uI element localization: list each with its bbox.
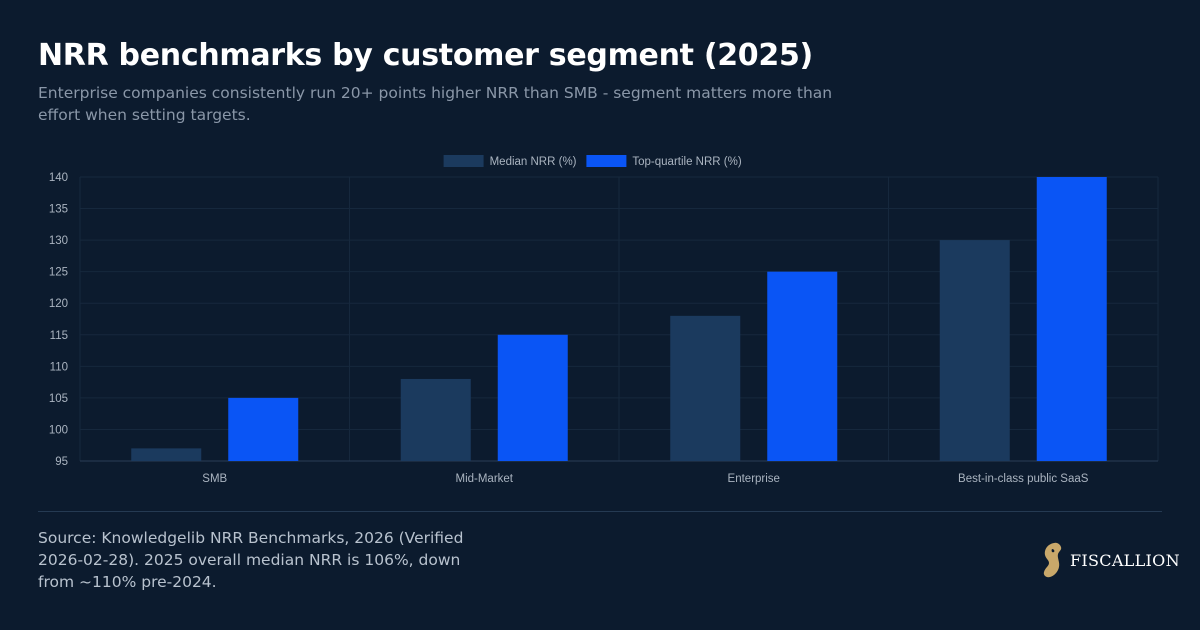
y-tick-label: 135 [49, 204, 68, 216]
bar-top-quartile-1 [497, 334, 568, 461]
brand: FISCALLION [1040, 540, 1180, 580]
y-tick-label: 125 [49, 267, 68, 279]
bar-median-3 [939, 240, 1010, 461]
x-tick-label: Mid-Market [455, 473, 513, 485]
horse-head-logo-icon [1043, 542, 1062, 578]
x-tick-label: Best-in-class public SaaS [958, 473, 1089, 485]
x-axis: SMB Mid-Market Enterprise Best-in-class pub… [202, 473, 1088, 485]
y-tick-label: 105 [49, 393, 68, 405]
y-tick-label: 140 [49, 172, 68, 184]
y-tick-label: 120 [49, 298, 68, 310]
bar-top-quartile-0 [228, 397, 299, 461]
y-tick-label: 100 [49, 424, 68, 436]
bar-median-1 [400, 378, 471, 461]
chart-subtitle: Enterprise companies consistently run 20… [38, 84, 833, 124]
legend-swatch-1 [586, 155, 627, 167]
x-tick-label: SMB [202, 473, 227, 485]
brand-name: FISCALLION [1070, 550, 1180, 570]
footer-divider [38, 511, 1162, 512]
chart-title: NRR benchmarks by customer segment (2025… [38, 38, 813, 73]
legend-swatch-0 [443, 155, 484, 167]
y-tick-label: 115 [50, 330, 68, 342]
bar-median-2 [670, 315, 741, 461]
y-tick-label: 95 [55, 456, 68, 468]
source-note: Source: Knowledgelib NRR Benchmarks, 202… [38, 529, 464, 591]
bar-top-quartile-3 [1036, 177, 1107, 461]
bar-median-0 [131, 448, 202, 461]
y-axis: 95 100 105 110 115 120 125 130 135 140 [49, 172, 68, 468]
legend: Median NRR (%) Top-quartile NRR (%) [443, 155, 742, 168]
bars [131, 177, 1107, 461]
legend-label-0: Median NRR (%) [490, 156, 577, 168]
x-tick-label: Enterprise [728, 473, 780, 485]
y-tick-label: 130 [49, 235, 68, 247]
y-tick-label: 110 [50, 361, 68, 373]
bar-top-quartile-2 [767, 271, 838, 461]
legend-label-1: Top-quartile NRR (%) [632, 156, 741, 168]
